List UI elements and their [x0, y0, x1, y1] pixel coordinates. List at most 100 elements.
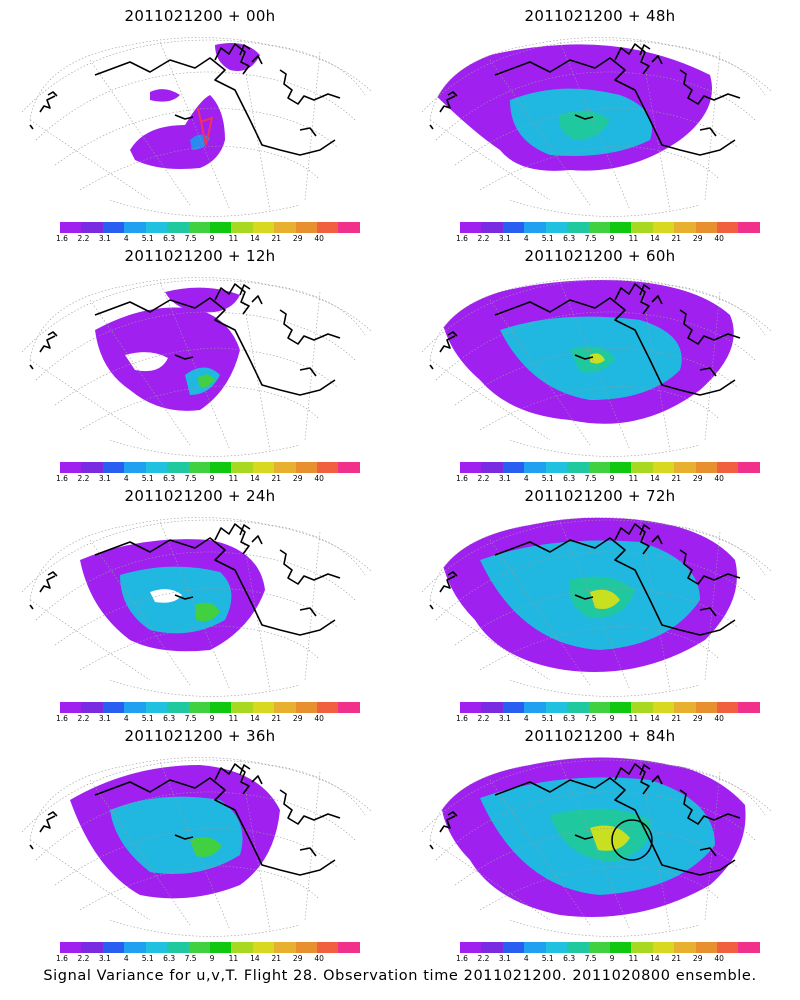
colorbar-swatch: [717, 222, 739, 233]
variance-map: [21, 277, 373, 457]
colorbar-label: 6.3: [163, 474, 176, 483]
graticule: [421, 517, 773, 697]
panel-title: 2011021200 + 72h: [524, 487, 676, 505]
colorbar-swatch: [524, 702, 546, 713]
colorbar-label: 9: [609, 234, 615, 243]
colorbar-label: 29: [292, 954, 303, 963]
graticule: [21, 277, 373, 457]
colorbar-swatch: [738, 462, 760, 473]
panel-title: 2011021200 + 48h: [524, 7, 676, 25]
colorbar-swatch: [338, 702, 360, 713]
colorbar-label: 21: [271, 714, 282, 723]
colorbar-swatch: [252, 942, 275, 953]
graticule: [421, 37, 773, 217]
variance-map: [21, 757, 373, 937]
colorbar-swatch: [460, 222, 482, 233]
colorbar: [460, 222, 760, 233]
colorbar-swatch: [188, 942, 210, 953]
colorbar-label: 11: [628, 954, 639, 963]
colorbar-label: 14: [650, 954, 660, 963]
colorbar-swatch: [102, 702, 125, 713]
colorbar-label: 3.1: [98, 714, 111, 723]
colorbar-swatch: [124, 222, 146, 233]
colorbar-label: 1.6: [456, 474, 468, 483]
colorbar-swatch: [188, 462, 210, 473]
colorbar-swatch: [588, 462, 610, 473]
panel-title: 2011021200 + 24h: [124, 487, 276, 505]
colorbar-label: 2.2: [77, 234, 90, 243]
variance-map: [21, 517, 373, 697]
colorbar-label: 9: [209, 954, 215, 963]
colorbar-labels: 1.6 2.2 3.1 4 5.1 6.3 7.5 9 11 14 21 29 40: [456, 714, 760, 724]
colorbar-swatch: [631, 462, 653, 473]
colorbar-swatch: [252, 462, 275, 473]
colorbar-label: 29: [692, 474, 703, 483]
colorbar-label: 11: [228, 714, 239, 723]
panel-12h: 2011021200 + 12h 1.6 2.2 3.1 4 5.1 6.3 7.5 9 11 1…: [0, 240, 400, 483]
colorbar-label: 14: [250, 474, 260, 483]
colorbar-swatch: [567, 222, 589, 233]
variance-map: [421, 277, 773, 457]
colorbar: [60, 942, 360, 953]
colorbar-label: 5.1: [141, 474, 154, 483]
colorbar-swatch: [338, 222, 360, 233]
colorbar-label: 21: [671, 954, 682, 963]
graticule: [21, 517, 373, 697]
colorbar-label: 3.1: [498, 474, 511, 483]
colorbar-label: 29: [292, 234, 303, 243]
colorbar-swatch: [274, 222, 296, 233]
colorbar-label: 9: [209, 234, 215, 243]
colorbar-label: 40: [714, 474, 724, 483]
colorbar-label: 4: [123, 954, 129, 963]
colorbar-swatch: [124, 702, 146, 713]
colorbar-swatch: [274, 702, 296, 713]
colorbar-swatch: [167, 222, 189, 233]
colorbar-labels: 1.6 2.2 3.1 4 5.1 6.3 7.5 9 11 14 21 29 40: [456, 474, 760, 484]
colorbar-swatch: [631, 702, 653, 713]
colorbar-label: 6.3: [563, 474, 576, 483]
colorbar-label: 4: [523, 954, 529, 963]
colorbar-swatch: [188, 702, 210, 713]
colorbar-label: 40: [314, 714, 324, 723]
colorbar-label: 14: [650, 234, 660, 243]
colorbar-label: 4: [123, 474, 129, 483]
panel-title: 2011021200 + 84h: [524, 727, 676, 745]
colorbar-label: 2.2: [477, 234, 490, 243]
colorbar-swatch: [567, 942, 589, 953]
colorbar-swatch: [481, 942, 503, 953]
colorbar-labels: 1.6 2.2 3.1 4 5.1 6.3 7.5 9 11 14 21 29 40: [56, 474, 360, 484]
coastline: [29, 283, 341, 396]
coastline: [429, 283, 741, 396]
colorbar-swatch: [738, 702, 760, 713]
colorbar-swatch: [674, 462, 696, 473]
colorbar-label: 6.3: [563, 234, 576, 243]
colorbar-swatch: [231, 702, 253, 713]
graticule: [421, 757, 773, 937]
variance-map: [421, 757, 773, 937]
colorbar-label: 9: [609, 954, 615, 963]
colorbar-label: 40: [314, 954, 324, 963]
colorbar-label: 1.6: [56, 234, 68, 243]
colorbar-swatch: [502, 462, 525, 473]
colorbar-swatch: [567, 702, 589, 713]
coastline: [29, 763, 341, 876]
colorbar-label: 11: [628, 474, 639, 483]
colorbar-label: 1.6: [456, 954, 468, 963]
colorbar-swatch: [60, 702, 82, 713]
colorbar-swatch: [124, 462, 146, 473]
flight-track: [197, 107, 214, 146]
colorbar-swatch: [717, 702, 739, 713]
colorbar-swatch: [481, 462, 503, 473]
colorbar-label: 21: [671, 474, 682, 483]
colorbar-swatch: [317, 702, 339, 713]
coastline: [429, 523, 741, 636]
colorbar-swatch: [209, 702, 232, 713]
colorbar-label: 2.2: [477, 714, 490, 723]
colorbar-swatch: [81, 462, 103, 473]
colorbar-swatch: [674, 702, 696, 713]
colorbar-label: 7.5: [184, 954, 197, 963]
colorbar-label: 7.5: [584, 714, 597, 723]
colorbar-swatch: [695, 702, 718, 713]
panel-72h: 2011021200 + 72h 1.6 2.2 3.1 4 5.1 6.3 7.5 9 11 1…: [400, 480, 800, 723]
colorbar-label: 40: [714, 714, 724, 723]
